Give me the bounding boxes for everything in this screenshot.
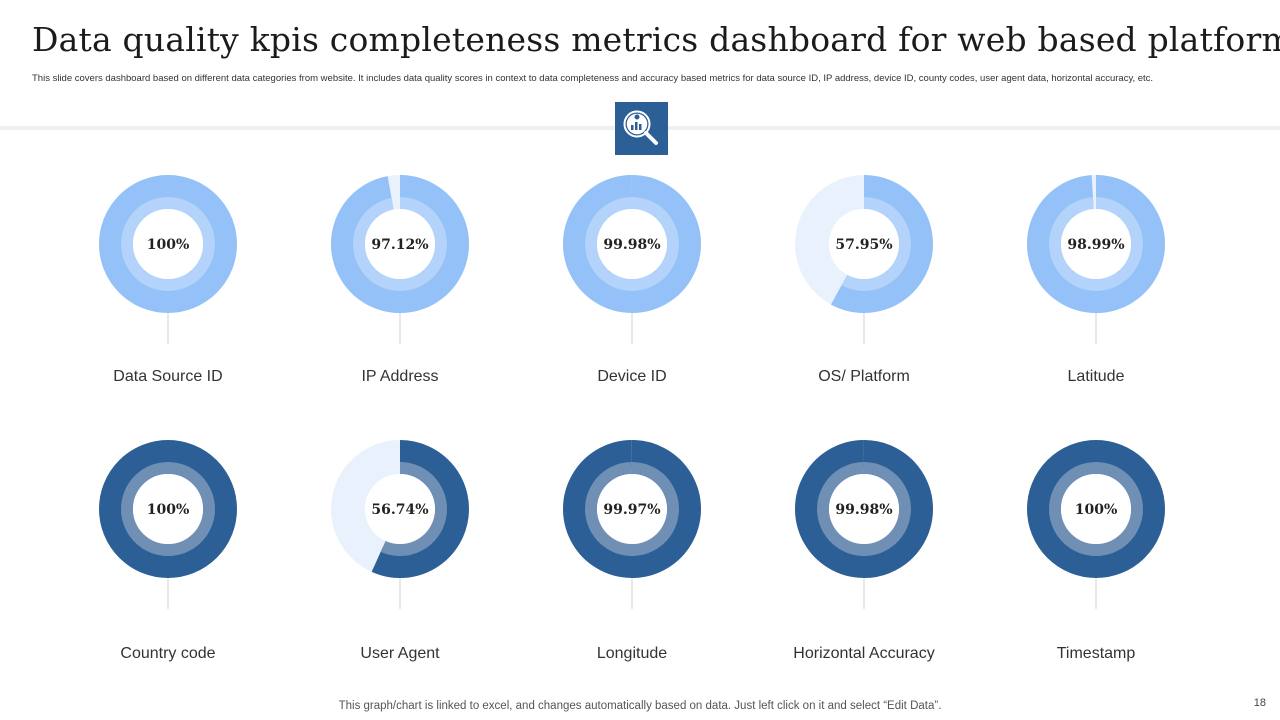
donut-center (1061, 209, 1131, 279)
category-label: Country code (120, 645, 216, 662)
donut-value-label: 56.74% (371, 502, 428, 518)
donut-card-timestamp: 100% Timestamp (996, 409, 1196, 679)
donut-card-device-id: 99.98% Device ID (532, 144, 732, 414)
donut-value-arc-inner (816, 462, 911, 556)
donut-card-data-source-id: 100% Data Source ID (68, 144, 268, 414)
category-label: Horizontal Accuracy (793, 645, 935, 662)
donut-card-user-agent: 56.74% User Agent (300, 409, 500, 679)
category-label: Device ID (597, 368, 667, 385)
donut-value-arc-inner (841, 197, 911, 291)
category-label: IP Address (361, 368, 439, 385)
donut-chart-device-id: 99.98% (562, 175, 701, 344)
donut-chart-timestamp: 100% (1027, 440, 1165, 609)
donut-value-arc-outer (331, 175, 469, 313)
donut-value-label: 99.97% (603, 502, 660, 518)
donut-center (829, 209, 899, 279)
category-label: Longitude (596, 645, 668, 662)
category-label: Data Source ID (113, 368, 223, 385)
category-label: OS/ Platform (818, 368, 910, 385)
page-title: Data quality kpis completeness metrics d… (32, 20, 1280, 59)
category-label: User Agent (360, 645, 440, 662)
donut-value-label: 100% (147, 237, 190, 253)
donut-value-arc-inner (1049, 197, 1143, 291)
donut-value-arc-inner (1049, 462, 1143, 556)
donut-value-arc-inner (380, 462, 447, 556)
donut-value-label: 100% (147, 502, 190, 518)
donut-value-arc-outer (562, 175, 701, 313)
donut-value-arc-inner (585, 462, 679, 556)
donut-value-label: 57.95% (835, 237, 892, 253)
donut-value-arc-outer (794, 440, 933, 578)
donut-chart-user-agent: 56.74% (331, 440, 469, 609)
donut-value-arc-inner (121, 197, 215, 291)
donut-card-country-code: 100% Country code (68, 409, 268, 679)
donut-card-longitude: 99.97% Longitude (532, 409, 732, 679)
donut-center (597, 474, 667, 544)
donut-chart-ip-address: 97.12% (331, 175, 469, 344)
donut-center (365, 209, 435, 279)
donut-value-label: 98.99% (1067, 237, 1124, 253)
donut-value-arc-outer (1027, 440, 1165, 578)
category-label: Latitude (1067, 368, 1125, 385)
donut-chart-latitude: 98.99% (1027, 175, 1165, 344)
donut-chart-os-platform: 57.95% (795, 175, 933, 344)
donut-value-label: 99.98% (603, 237, 660, 253)
page-number: 18 (1253, 697, 1266, 709)
category-label: Timestamp (1056, 645, 1136, 662)
donut-value-arc-outer (371, 440, 469, 578)
donut-center (133, 209, 203, 279)
donut-value-arc-outer (563, 440, 701, 578)
donut-value-arc-inner (353, 197, 447, 291)
donut-card-ip-address: 97.12% IP Address (300, 144, 500, 414)
donut-center (829, 474, 899, 544)
donut-center (365, 474, 435, 544)
donut-value-arc-outer (99, 175, 237, 313)
magnifier-chart-icon (615, 102, 668, 155)
donut-value-arc-inner (121, 462, 215, 556)
donut-value-arc-outer (99, 440, 237, 578)
donut-center (597, 209, 667, 279)
donut-value-label: 100% (1075, 502, 1118, 518)
donut-value-arc-outer (830, 175, 933, 313)
donut-card-latitude: 98.99% Latitude (996, 144, 1196, 414)
donut-card-horizontal-accuracy: 99.98% Horizontal Accuracy (764, 409, 964, 679)
donut-value-arc-inner (584, 197, 679, 291)
donut-chart-country-code: 100% (99, 440, 237, 609)
donut-chart-data-source-id: 100% (99, 175, 237, 344)
donut-value-arc-outer (1027, 175, 1165, 313)
donut-chart-horizontal-accuracy: 99.98% (794, 440, 933, 609)
donut-chart-longitude: 99.97% (563, 440, 701, 609)
donut-center (1061, 474, 1131, 544)
donut-center (133, 474, 203, 544)
footer-note: This graph/chart is linked to excel, and… (338, 700, 942, 712)
donut-value-label: 99.98% (835, 502, 892, 518)
page-subtitle: This slide covers dashboard based on dif… (32, 73, 1154, 84)
donut-value-label: 97.12% (371, 237, 428, 253)
donut-card-os-platform: 57.95% OS/ Platform (764, 144, 964, 414)
